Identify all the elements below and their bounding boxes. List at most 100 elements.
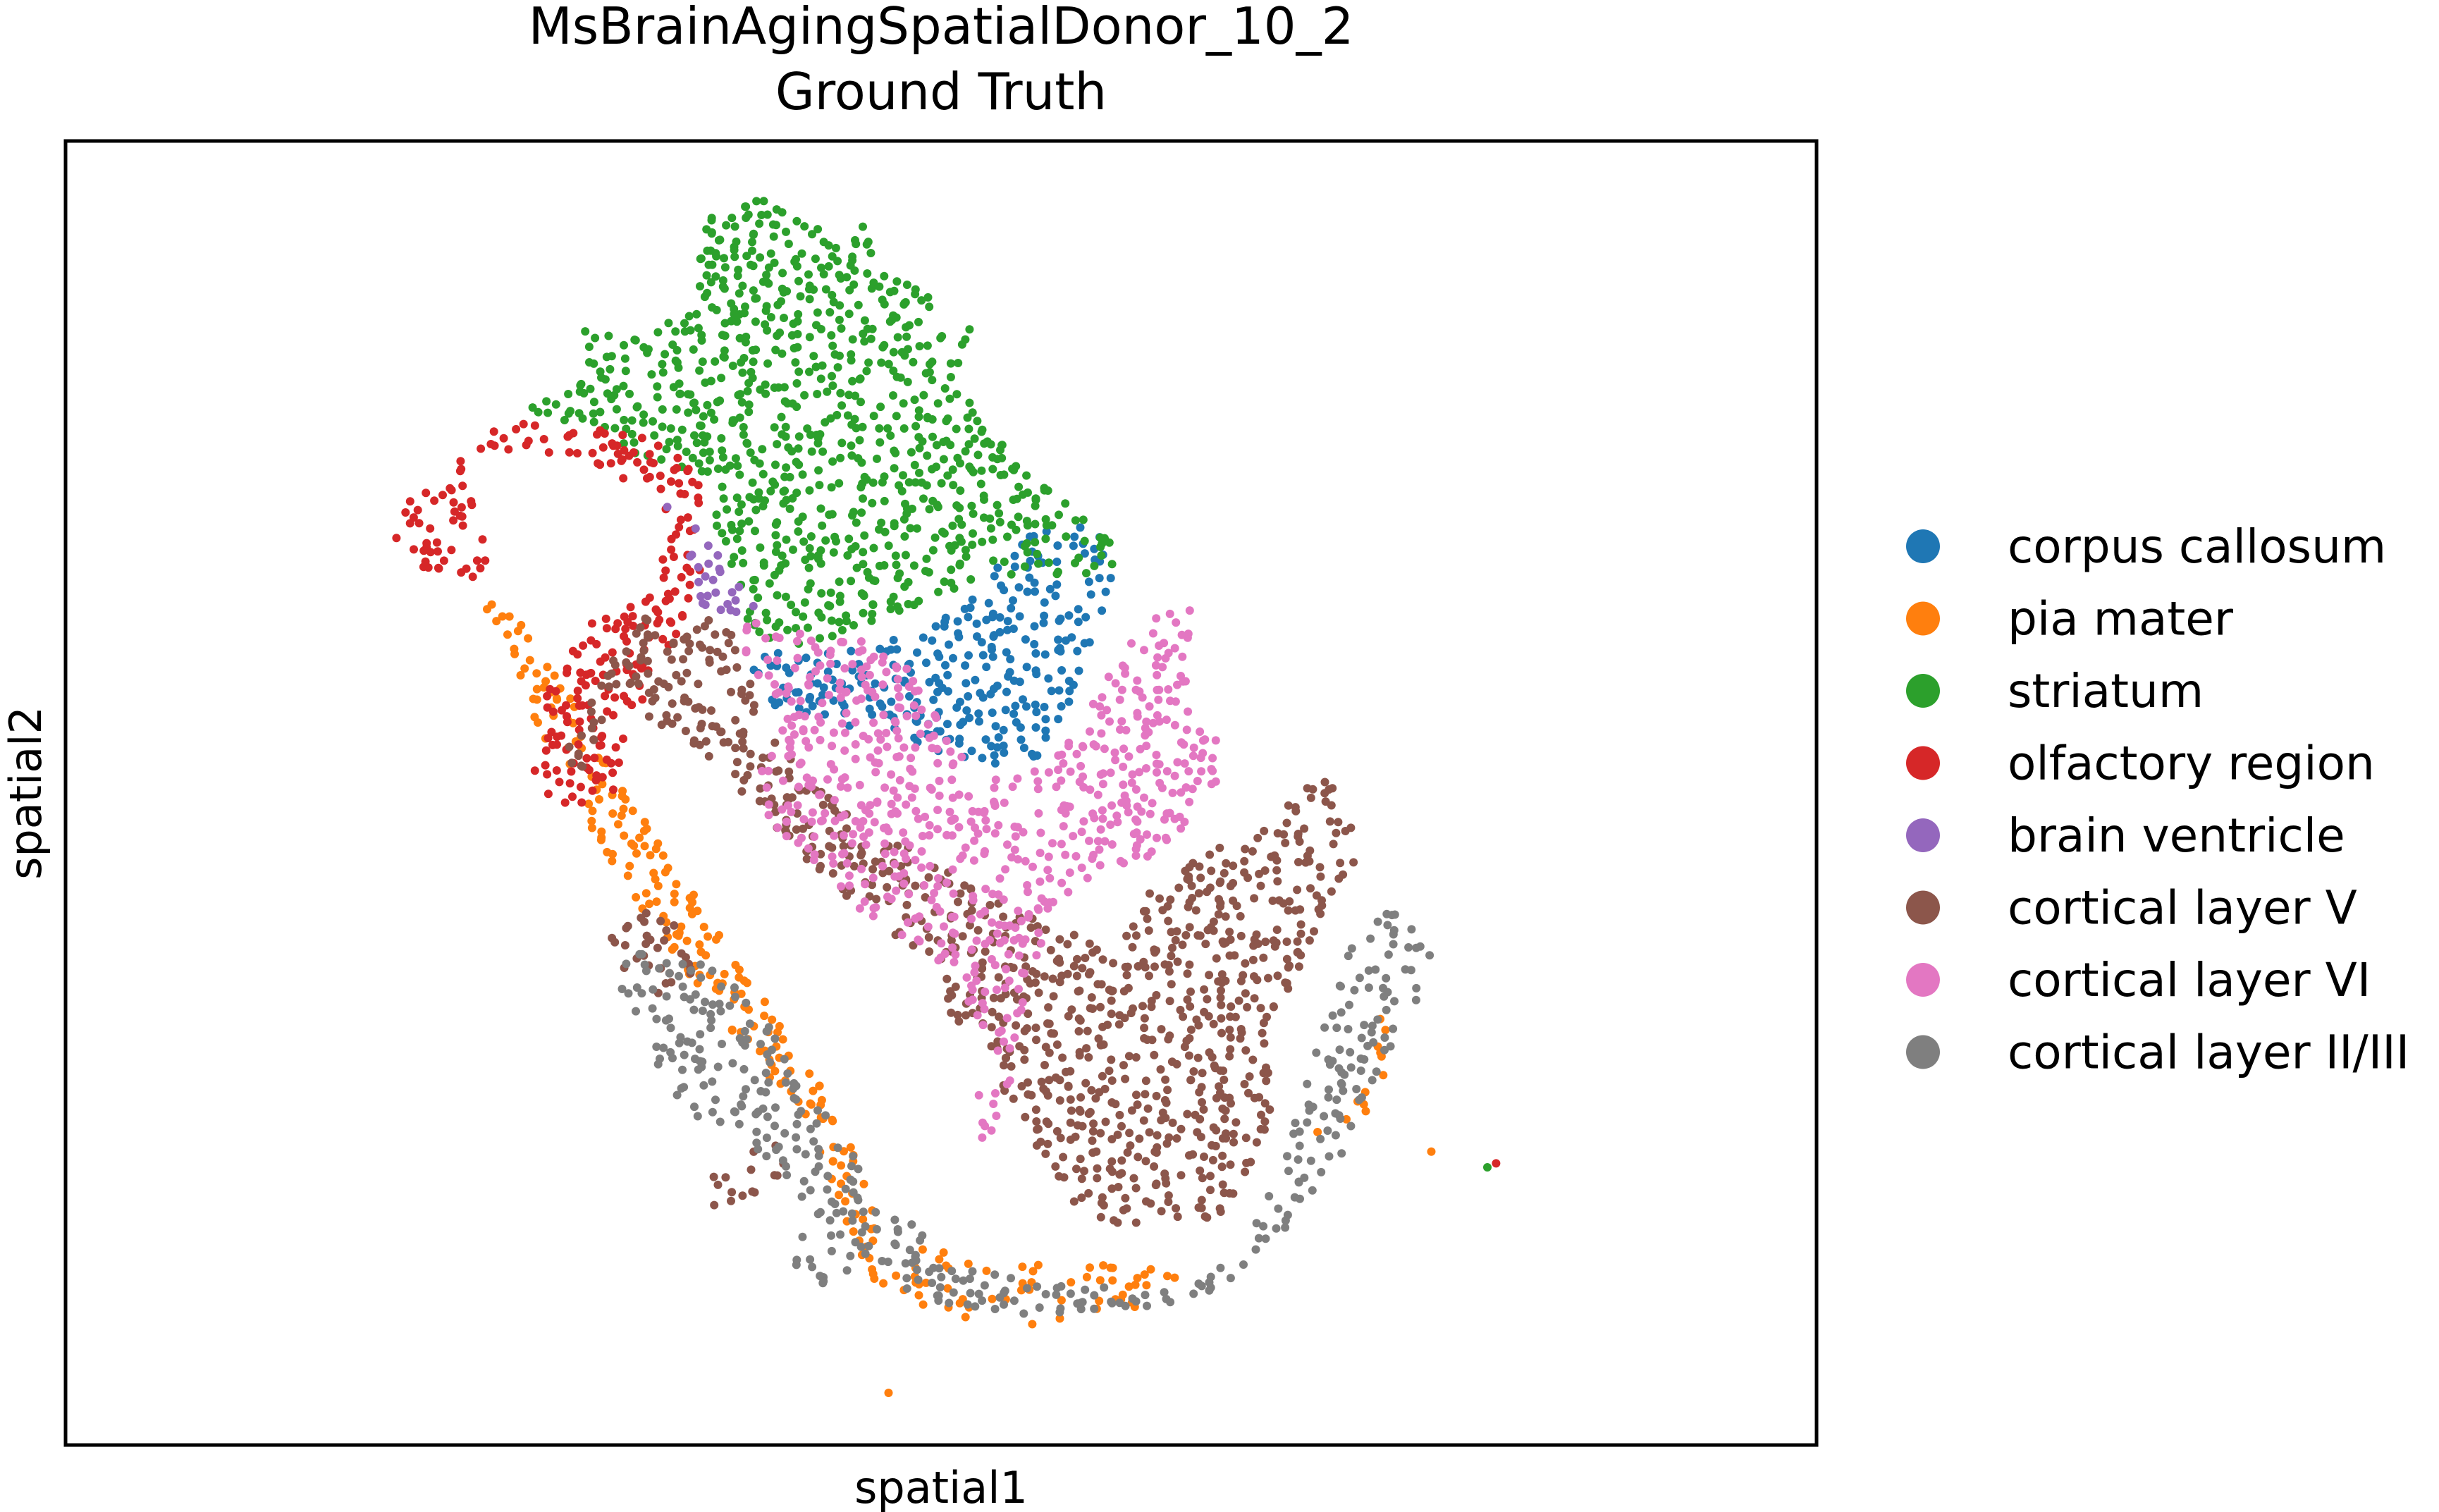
point-striatum [859,548,868,557]
point-cortical-layer-vi [1178,652,1187,661]
point-brain-ventricle [731,596,740,605]
point-cortical-layer-ii-iii [706,1024,715,1033]
point-cortical-layer-ii-iii [635,949,644,959]
point-striatum [751,527,759,536]
point-cortical-layer-v [1041,1087,1050,1096]
point-cortical-layer-vi [1107,801,1117,810]
point-striatum [889,367,898,375]
point-striatum [781,559,790,568]
point-striatum [735,413,744,422]
point-cortical-layer-vi [783,801,792,810]
point-cortical-layer-vi [1185,606,1194,615]
point-olfactory-region [499,434,508,443]
point-striatum [757,211,766,219]
point-cortical-layer-v [1059,1153,1068,1162]
point-cortical-layer-v [1250,894,1259,903]
point-brain-ventricle [716,606,725,615]
point-cortical-layer-v [1294,947,1303,957]
point-striatum [922,554,931,563]
point-cortical-layer-v [770,738,780,747]
point-cortical-layer-v [1226,1033,1235,1042]
point-cortical-layer-vi [804,743,813,752]
point-cortical-layer-ii-iii [1300,1173,1309,1182]
point-cortical-layer-vi [840,746,849,755]
point-cortical-layer-v [684,646,694,656]
point-cortical-layer-vi [1128,770,1137,779]
point-pia-mater [837,1161,846,1170]
point-striatum [859,494,867,503]
point-cortical-layer-v [1320,777,1329,787]
point-cortical-layer-vi [839,831,848,840]
point-striatum [620,340,628,350]
point-striatum [756,253,765,262]
point-cortical-layer-v [1122,931,1131,940]
point-striatum [829,548,838,557]
point-striatum [925,302,934,312]
point-cortical-layer-vi [1119,859,1128,868]
point-cortical-layer-vi [1098,693,1107,702]
point-cortical-layer-v [605,682,613,692]
point-corpus-callosum [1056,614,1065,623]
point-striatum [928,415,937,424]
point-cortical-layer-ii-iii [1382,1005,1391,1014]
point-cortical-layer-vi [742,646,751,655]
point-corpus-callosum [964,651,973,660]
point-cortical-layer-v [1281,978,1290,988]
point-striatum [680,319,689,328]
point-striatum [741,302,749,312]
point-cortical-layer-v [692,625,701,634]
point-corpus-callosum [988,645,996,654]
point-olfactory-region [573,650,582,659]
point-olfactory-region [481,556,490,565]
point-olfactory-region [455,467,465,476]
point-striatum [1014,512,1023,522]
point-cortical-layer-v [1052,1126,1062,1136]
point-striatum [816,634,824,643]
point-striatum [889,391,897,400]
point-olfactory-region [677,572,686,582]
point-striatum [852,518,861,527]
point-cortical-layer-v [1272,926,1282,934]
point-cortical-layer-vi [1018,998,1027,1007]
point-cortical-layer-vi [948,943,957,952]
point-pia-mater [618,787,627,796]
point-pia-mater [1108,1263,1117,1272]
point-corpus-callosum [792,688,801,697]
point-olfactory-region [598,443,608,452]
point-cortical-layer-v [1009,1094,1018,1103]
point-pia-mater [1095,1276,1105,1285]
point-striatum [782,463,791,472]
point-brain-ventricle [701,572,710,581]
point-olfactory-region [438,491,447,500]
point-cortical-layer-ii-iii [652,1014,661,1024]
point-olfactory-region [628,612,637,621]
point-pia-mater [614,820,622,829]
point-cortical-layer-ii-iii [890,1215,899,1224]
point-striatum [957,520,966,529]
point-striatum [823,387,832,396]
point-striatum [528,403,537,412]
point-cortical-layer-v [1033,922,1042,931]
point-striatum [782,287,792,296]
point-olfactory-region [565,448,574,457]
point-cortical-layer-v [1186,1076,1196,1085]
point-cortical-layer-ii-iii [662,959,671,968]
point-olfactory-region [613,619,622,628]
point-cortical-layer-v [1225,1026,1234,1034]
point-cortical-layer-ii-iii [1284,1167,1293,1176]
point-cortical-layer-v [1321,797,1330,806]
point-cortical-layer-v [1134,1153,1143,1162]
point-striatum [799,612,808,621]
point-cortical-layer-ii-iii [1009,1296,1019,1305]
point-striatum [717,374,726,383]
point-cortical-layer-vi [849,830,858,839]
point-cortical-layer-v [857,849,866,858]
point-striatum [737,546,747,555]
point-cortical-layer-vi [893,675,902,684]
point-cortical-layer-v [1216,877,1225,886]
point-cortical-layer-v [1119,1061,1128,1070]
point-cortical-layer-v [1171,935,1180,945]
point-cortical-layer-v [1214,910,1223,919]
point-corpus-callosum [1052,558,1062,566]
point-cortical-layer-ii-iii [905,1246,914,1255]
